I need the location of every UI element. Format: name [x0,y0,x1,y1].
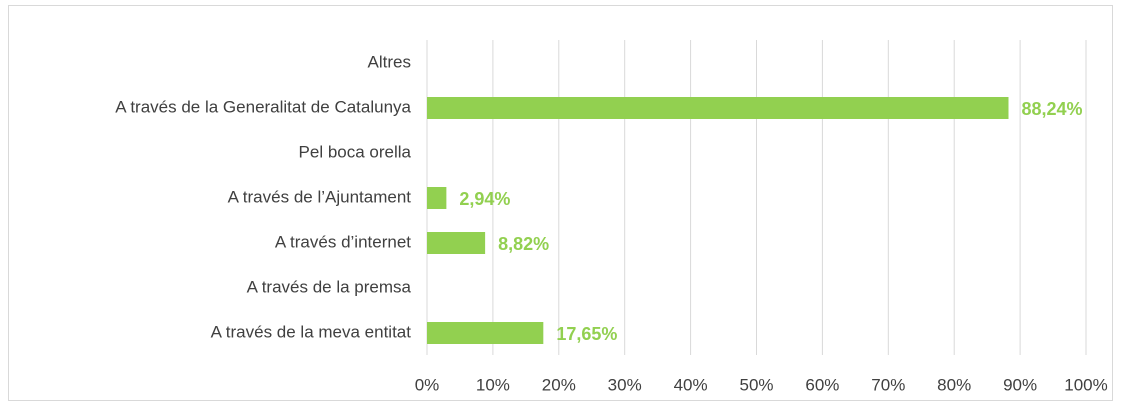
value-label: 88,24% [1022,99,1083,119]
x-tick-label: 40% [674,375,708,394]
chart-frame [8,5,1113,401]
x-tick-label: 0% [415,375,440,394]
x-tick-label: 60% [805,375,839,394]
y-tick-label: A través de la premsa [247,277,412,296]
value-label: 8,82% [498,234,549,254]
x-tick-label: 90% [1003,375,1037,394]
x-tick-label: 20% [542,375,576,394]
x-tick-label: 50% [739,375,773,394]
y-tick-label: Altres [368,52,411,71]
y-tick-label: A través de la Generalitat de Catalunya [115,97,411,116]
x-tick-label: 10% [476,375,510,394]
y-tick-label: A través d’internet [275,232,411,251]
bar [427,232,486,254]
value-label: 2,94% [459,189,510,209]
y-tick-label: A través de l’Ajuntament [228,187,412,206]
x-tick-label: 30% [608,375,642,394]
y-tick-label: Pel boca orella [299,142,412,161]
y-tick-label: A través de la meva entitat [211,322,412,341]
bar [427,322,544,344]
x-tick-label: 80% [937,375,971,394]
x-tick-label: 100% [1064,375,1107,394]
bar [427,187,447,209]
bar [427,97,1009,119]
value-label: 17,65% [556,324,617,344]
x-tick-label: 70% [871,375,905,394]
